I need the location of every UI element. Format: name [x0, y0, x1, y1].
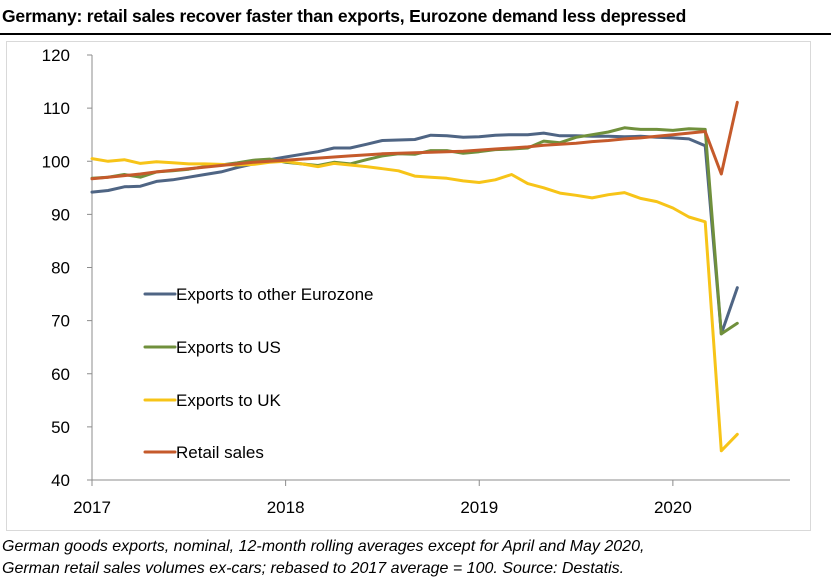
- x-tick-label: 2017: [73, 498, 111, 517]
- series-line-exports-to-uk: [90, 157, 739, 453]
- chart-title: Germany: retail sales recover faster tha…: [2, 6, 687, 26]
- footnote-line-2: German retail sales volumes ex-cars; reb…: [2, 560, 625, 577]
- legend-label: Retail sales: [176, 443, 264, 462]
- y-tick-label: 40: [51, 471, 70, 490]
- legend-label: Exports to US: [176, 338, 281, 357]
- x-tick-label: 2018: [267, 498, 305, 517]
- y-tick-label: 80: [51, 259, 70, 278]
- chart-frame: [6, 41, 811, 531]
- legend-label: Exports to other Eurozone: [176, 285, 374, 304]
- y-tick-label: 110: [43, 99, 70, 118]
- y-tick-label: 60: [51, 365, 70, 384]
- y-tick-label: 90: [51, 205, 70, 224]
- footnote: German goods exports, nominal, 12-month …: [2, 536, 830, 580]
- legend-label: Exports to UK: [176, 391, 282, 410]
- footnote-line-1: German goods exports, nominal, 12-month …: [2, 538, 645, 555]
- y-tick-label: 70: [51, 312, 70, 331]
- series-line-exports-to-other-eurozone: [90, 131, 739, 336]
- title-rule: [0, 33, 831, 35]
- x-tick-label: 2019: [460, 498, 498, 517]
- y-tick-label: 100: [42, 152, 70, 171]
- y-tick-label: 120: [42, 46, 70, 65]
- series-line-retail-sales: [90, 100, 739, 181]
- x-tick-label: 2020: [654, 498, 692, 517]
- y-tick-label: 50: [51, 418, 70, 437]
